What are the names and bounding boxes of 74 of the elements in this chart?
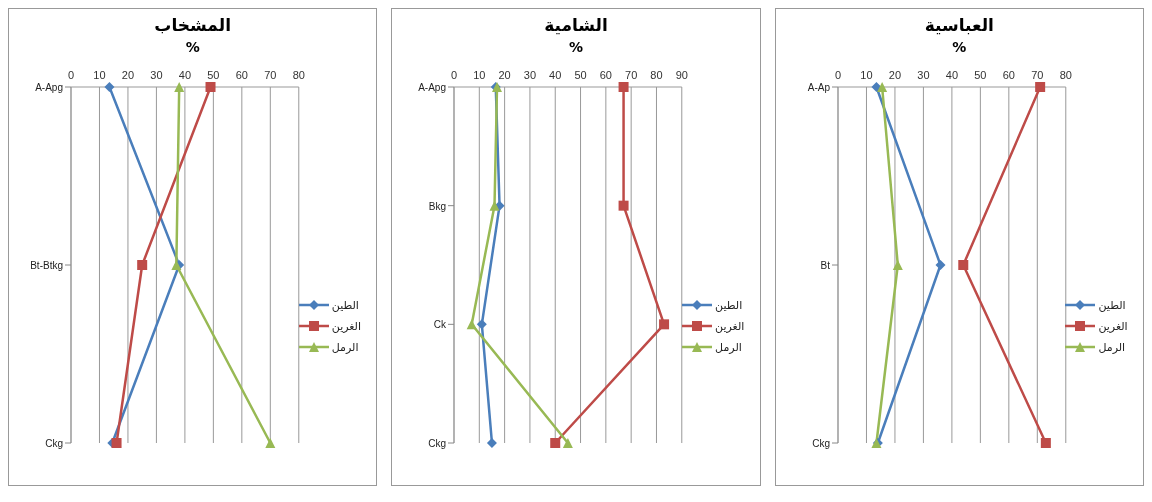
point — [659, 319, 670, 330]
point — [174, 82, 185, 92]
x-tick-label: 30 — [916, 69, 930, 81]
x-axis-title: % — [951, 39, 968, 55]
x-tick-label: 60 — [600, 69, 613, 81]
x-tick-label: 70 — [264, 69, 277, 81]
y-tick-label: Bkg — [429, 200, 447, 212]
legend-label: الطين — [1098, 298, 1126, 312]
y-tick-label: A-Apg — [418, 82, 447, 93]
point — [892, 260, 903, 270]
legend-label: الغرين — [1098, 319, 1128, 333]
x-tick-label: 50 — [207, 69, 220, 81]
point — [265, 438, 276, 448]
x-tick-label: 70 — [1030, 69, 1044, 81]
x-axis-title: % — [184, 39, 201, 55]
chart-title: الشامية — [543, 15, 609, 35]
x-tick-label: 50 — [973, 69, 987, 81]
legend-label: الطين — [715, 298, 743, 312]
x-tick-label: 20 — [888, 69, 901, 81]
x-tick-label: 80 — [650, 69, 663, 81]
x-tick-label: 10 — [473, 69, 486, 81]
legend-label: الرمل — [331, 340, 359, 354]
point — [563, 438, 574, 448]
x-tick-label: 0 — [67, 69, 75, 81]
x-tick-label: 30 — [524, 69, 537, 81]
x-tick-label: 20 — [498, 69, 512, 81]
legend-label: الرمل — [1098, 340, 1126, 354]
x-tick-label: 40 — [945, 69, 958, 81]
point — [111, 438, 122, 448]
legend-label: الطين — [331, 298, 359, 312]
x-tick-label: 70 — [625, 69, 638, 81]
legend-label: الغرين — [331, 319, 361, 333]
point — [104, 82, 115, 92]
y-tick-label: Ck — [434, 319, 448, 331]
x-tick-label: 80 — [1059, 69, 1072, 81]
legend-label: الغرين — [715, 319, 745, 333]
y-tick-label: Bt-Btkg — [30, 260, 63, 271]
point — [876, 82, 887, 92]
x-tick-label: 10 — [860, 69, 873, 81]
point — [1040, 438, 1051, 448]
point — [205, 82, 216, 92]
x-tick-label: 40 — [549, 69, 562, 81]
point — [467, 319, 478, 330]
x-tick-label: 60 — [1002, 69, 1015, 81]
x-tick-label: 0 — [451, 69, 458, 81]
point — [871, 82, 882, 92]
chart-title: المشخاب — [153, 15, 232, 35]
x-tick-label: 10 — [93, 69, 106, 81]
point — [487, 438, 498, 448]
chart-title: العباسية — [923, 15, 995, 35]
x-tick-label: 60 — [235, 69, 248, 81]
x-tick-label: 0 — [834, 69, 841, 81]
x-tick-label: 50 — [574, 69, 587, 81]
point — [618, 82, 629, 92]
x-tick-label: 20 — [121, 69, 135, 81]
y-tick-label: Bt — [820, 260, 830, 271]
point — [618, 200, 629, 211]
point — [935, 260, 946, 270]
y-tick-label: A-Ap — [807, 82, 831, 93]
point — [550, 438, 561, 448]
x-tick-label: 90 — [675, 69, 689, 81]
y-tick-label: A-Apg — [35, 82, 63, 93]
y-tick-label: Ckg — [428, 438, 447, 449]
point — [957, 260, 968, 270]
y-tick-label: Ckg — [45, 438, 63, 449]
point — [477, 319, 488, 330]
x-tick-label: 30 — [150, 69, 163, 81]
point — [137, 260, 148, 270]
y-tick-label: Ckg — [811, 438, 830, 449]
point — [1034, 82, 1045, 92]
legend-label: الرمل — [715, 340, 742, 354]
x-tick-label: 40 — [178, 69, 192, 81]
x-axis-title: % — [567, 39, 584, 55]
x-tick-label: 80 — [292, 69, 305, 81]
